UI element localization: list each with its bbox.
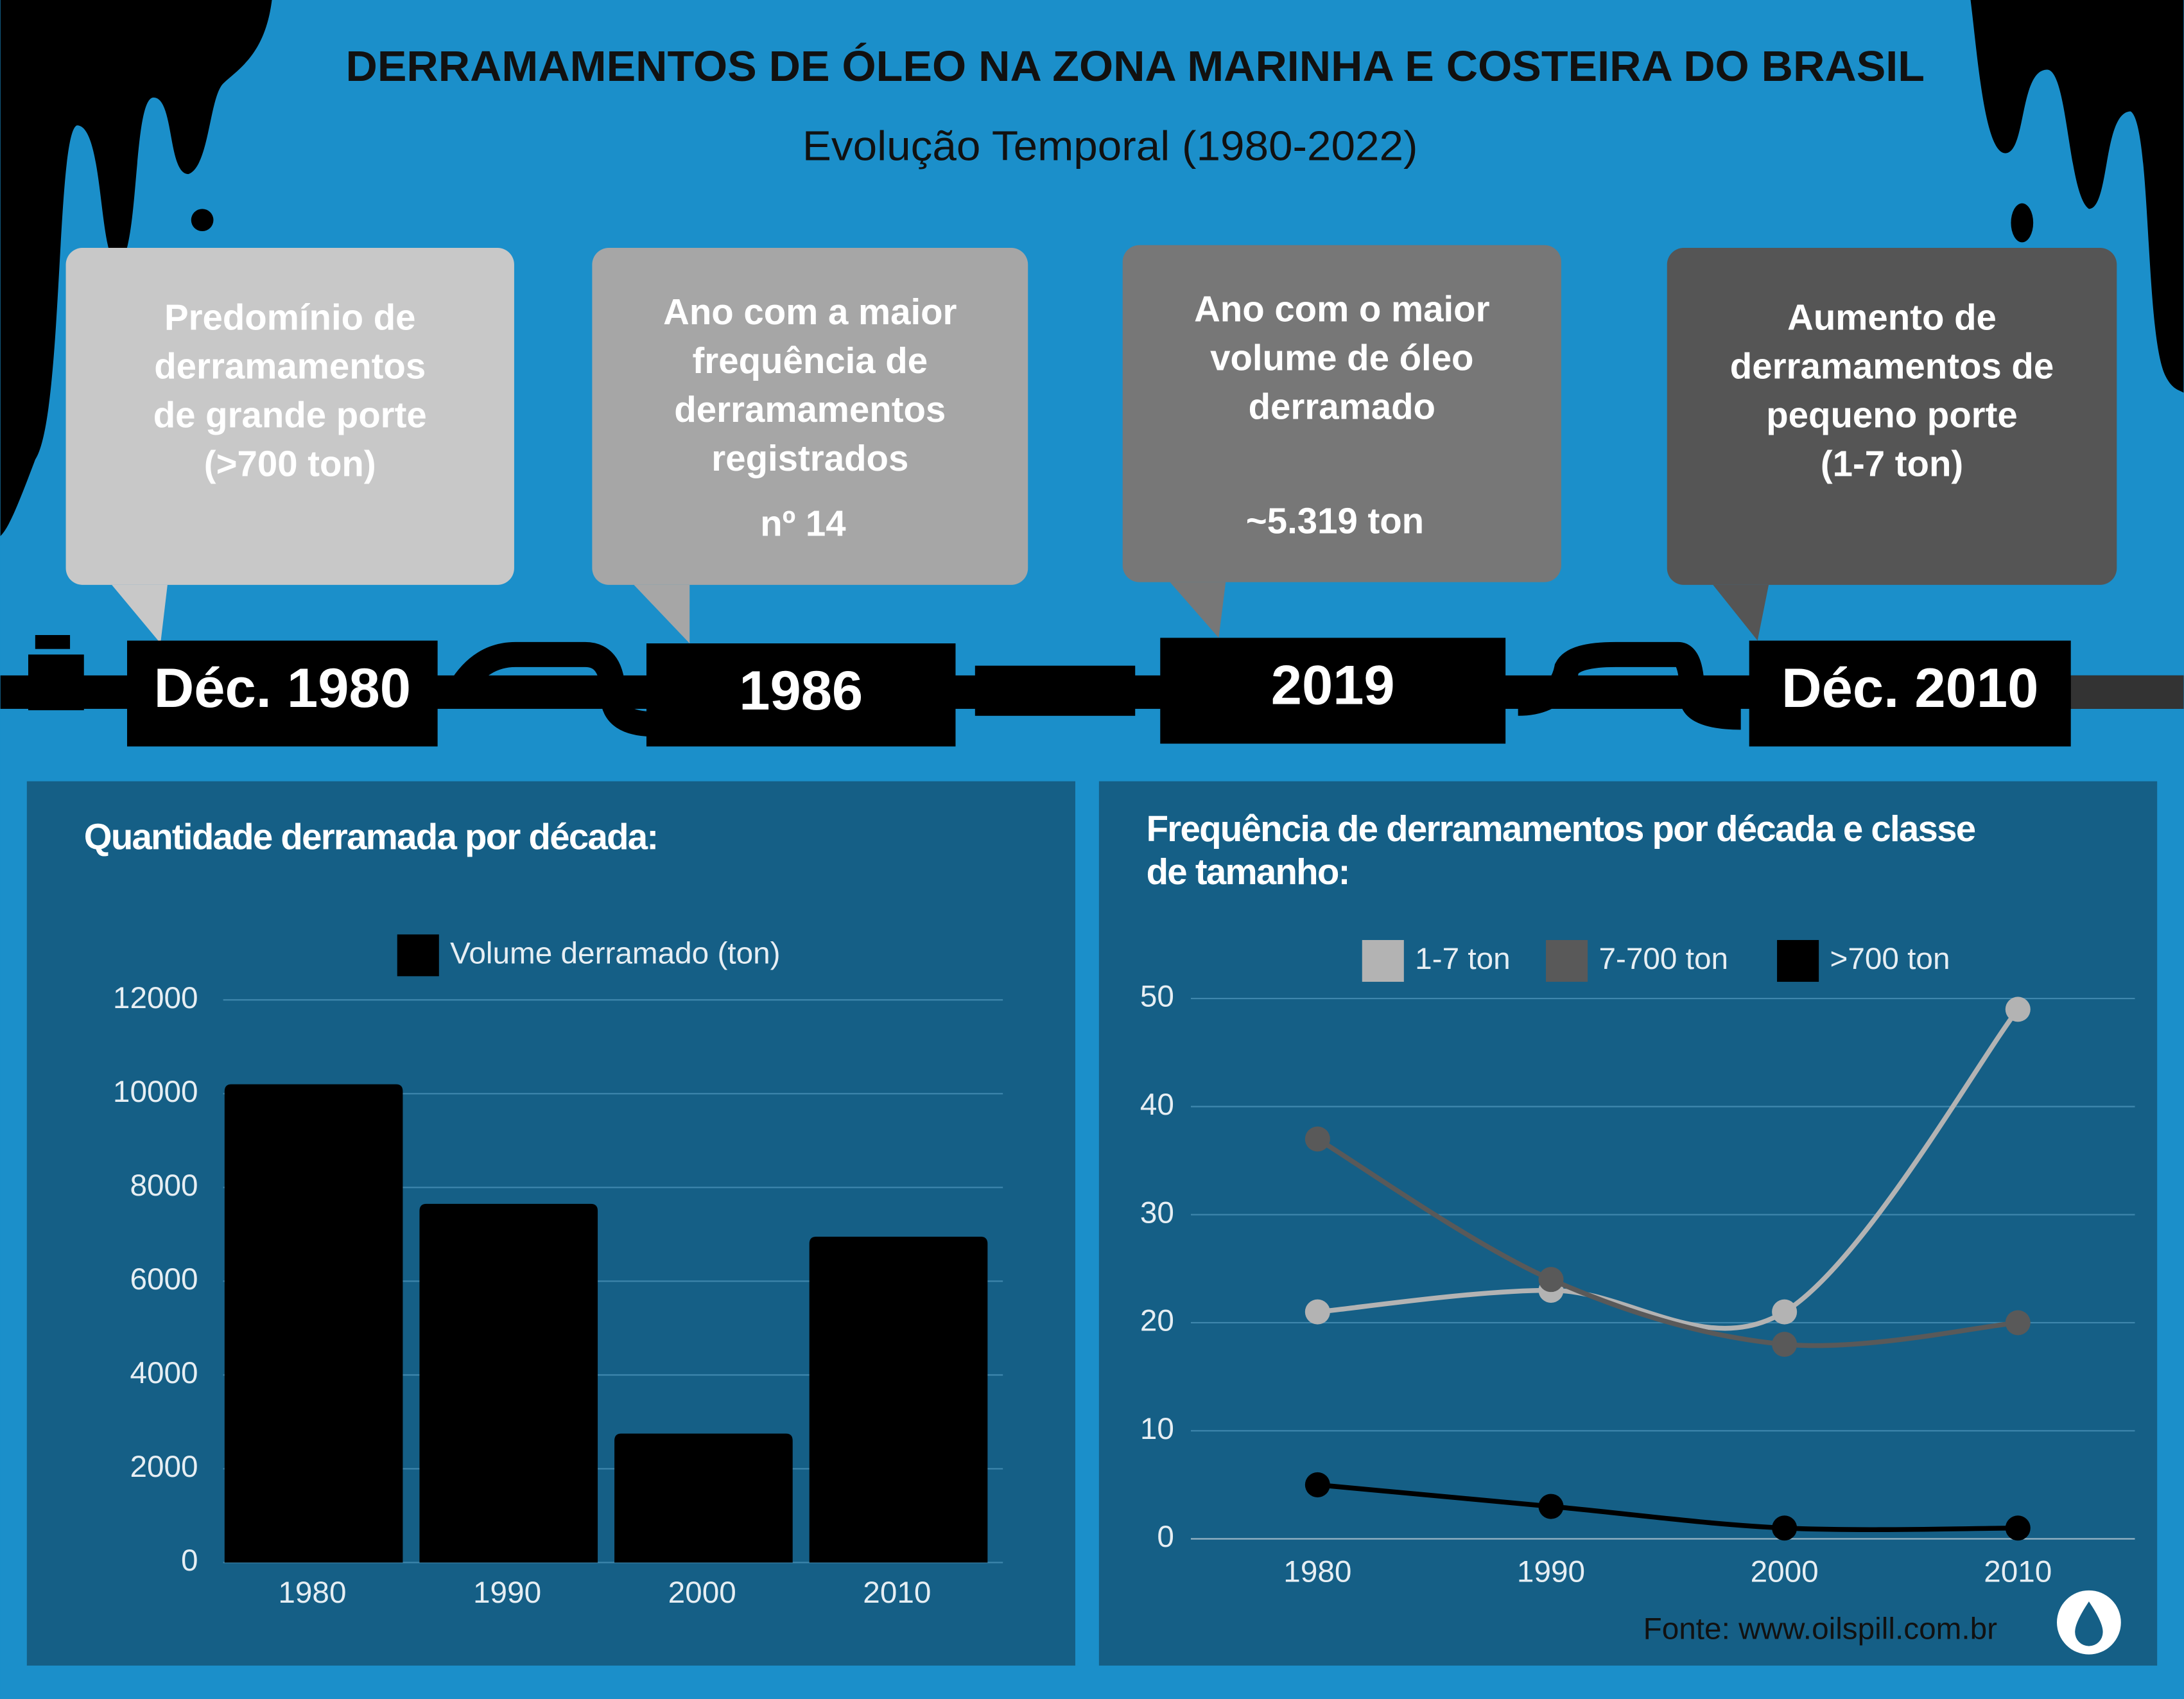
- oil-drip: [1970, 0, 2184, 393]
- y-tick-label: 50: [1140, 980, 1174, 1014]
- y-tick-label: 40: [1140, 1088, 1174, 1122]
- data-point: [1538, 1494, 1564, 1519]
- title-line: de tamanho:: [1147, 851, 1349, 892]
- data-point: [1304, 1126, 1330, 1152]
- series-line: [1316, 1137, 2018, 1348]
- timeline-label: 2019: [1271, 654, 1395, 717]
- x-tick-label: 1980: [278, 1576, 346, 1610]
- bar: [419, 1203, 598, 1563]
- legend-swatch: [1777, 939, 1819, 982]
- data-point: [1304, 1299, 1330, 1325]
- callout-text: Ano com a maior: [663, 292, 957, 332]
- timeline-box: [1749, 640, 2071, 747]
- series-line: [1317, 1482, 2018, 1533]
- y-tick-label: 12000: [113, 981, 198, 1015]
- bar: [224, 1084, 403, 1563]
- callout-text: (1-7 ton): [1821, 443, 1963, 484]
- y-tick-label: 6000: [130, 1262, 198, 1296]
- timeline-label: Déc. 2010: [1781, 657, 2038, 719]
- x-tick-label: 2010: [863, 1576, 931, 1610]
- legend-label: >700 ton: [1830, 942, 1950, 976]
- callout-text: derramamentos: [154, 346, 426, 387]
- callout-text: (>700 ton): [204, 443, 376, 484]
- timeline-box: [126, 640, 438, 747]
- legend-swatch: [1362, 939, 1404, 982]
- oil-drop: [2011, 203, 2034, 243]
- y-tick-label: 20: [1140, 1304, 1174, 1338]
- timeline-label: 1986: [739, 659, 863, 722]
- data-point: [2005, 1310, 2031, 1336]
- series-line: [1317, 1007, 2020, 1331]
- legend-swatch: [397, 934, 439, 977]
- callout-box: [65, 248, 514, 585]
- callout-text: frequência de: [693, 340, 928, 381]
- callout-text: Predomínio de: [164, 297, 416, 338]
- x-tick-label: 1990: [473, 1576, 541, 1610]
- data-point: [1772, 1515, 1798, 1541]
- y-tick-label: 4000: [130, 1356, 198, 1390]
- callout-value: ~5.319 ton: [1246, 500, 1424, 541]
- data-point: [1772, 1299, 1798, 1325]
- y-tick-label: 2000: [130, 1450, 198, 1484]
- callout-tail: [112, 584, 168, 644]
- x-tick-label: 2000: [1751, 1555, 1819, 1589]
- callout-value: nº 14: [760, 503, 846, 544]
- data-point: [1772, 1332, 1798, 1357]
- callout-text: volume de óleo: [1210, 338, 1473, 378]
- title-line: Frequência de derramamentos por década e…: [1147, 808, 1975, 849]
- callout-text: derramamentos de: [1730, 346, 2054, 387]
- x-tick-label: 2000: [668, 1576, 736, 1610]
- source: Fonte: www.oilspill.com.br: [1643, 1612, 1998, 1646]
- data-point: [1538, 1267, 1564, 1293]
- subtitle: Evolução Temporal (1980-2022): [802, 122, 1418, 169]
- y-tick-label: 30: [1140, 1196, 1174, 1230]
- y-tick-label: 10: [1140, 1412, 1174, 1446]
- legend-label: 7-700 ton: [1599, 942, 1728, 976]
- callout-text: derramamentos: [674, 389, 946, 430]
- callout-tail: [1170, 582, 1226, 638]
- legend-label: Volume derramado (ton): [450, 936, 780, 970]
- logo-drop: [2075, 1601, 2103, 1646]
- data-point: [1304, 1472, 1330, 1497]
- x-tick-label: 1990: [1517, 1555, 1585, 1589]
- bar: [614, 1433, 793, 1563]
- y-tick-label: 0: [181, 1544, 198, 1578]
- chart-title: Frequência de derramamentos por década e…: [1147, 808, 1975, 892]
- y-tick-label: 8000: [130, 1169, 198, 1203]
- callout-box: [1122, 245, 1561, 582]
- callout-box: [1667, 248, 2117, 585]
- panel: [1098, 781, 2158, 1666]
- legend-swatch: [1546, 939, 1588, 982]
- callout-text: de grande porte: [153, 395, 427, 435]
- y-tick-label: 0: [1157, 1520, 1174, 1554]
- legend-label: 1-7 ton: [1415, 942, 1511, 976]
- timeline-label: Déc. 1980: [154, 657, 411, 719]
- oil-drip: [0, 0, 272, 537]
- callout-tail: [634, 584, 690, 644]
- callout-tail: [1713, 584, 1769, 641]
- callout-text: Aumento de: [1787, 297, 1997, 338]
- y-tick-label: 10000: [113, 1075, 198, 1109]
- data-point: [2005, 1515, 2031, 1541]
- x-tick-label: 1980: [1283, 1555, 1351, 1589]
- callout-text: registrados: [711, 438, 908, 478]
- callout-text: pequeno porte: [1766, 395, 2018, 435]
- callout-text: derramado: [1249, 387, 1435, 427]
- title: DERRAMAMENTOS DE ÓLEO NA ZONA MARINHA E …: [345, 42, 1924, 91]
- callout-box: [592, 248, 1028, 585]
- chart-title: Quantidade derramada por década:: [84, 817, 658, 857]
- oil-drop: [191, 209, 214, 232]
- data-point: [2005, 997, 2031, 1022]
- timeline-box: [646, 643, 956, 747]
- bar: [809, 1236, 988, 1563]
- callout-text: Ano com o maior: [1194, 289, 1490, 329]
- timeline-box: [1160, 638, 1506, 744]
- x-tick-label: 2010: [1984, 1555, 2052, 1589]
